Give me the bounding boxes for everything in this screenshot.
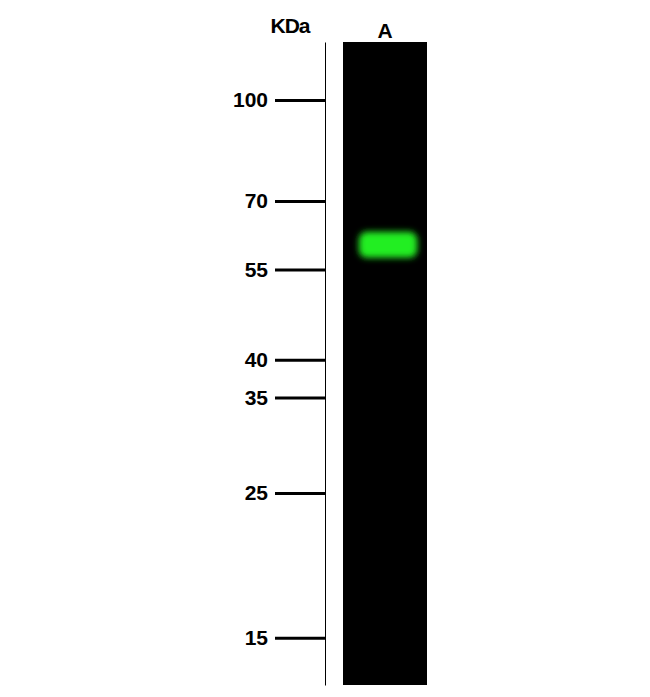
tick-mark (275, 268, 325, 271)
tick-mark (275, 637, 325, 640)
tick: 25 (245, 481, 325, 504)
tick: 15 (245, 626, 325, 649)
axis-title: KDa (270, 14, 310, 37)
tick: 40 (245, 348, 325, 371)
tick-label: 35 (245, 386, 269, 409)
tick: 55 (245, 258, 325, 281)
bands (359, 232, 417, 258)
blot-figure: 15 25 35 40 55 70 100 KDa A (0, 0, 650, 697)
tick-mark (275, 99, 325, 102)
band (359, 232, 417, 258)
lane-label: A (377, 19, 392, 42)
tick-mark (275, 397, 325, 400)
tick: 70 (245, 189, 325, 212)
tick-mark (275, 359, 325, 362)
tick-label: 25 (245, 481, 269, 504)
tick-mark (275, 492, 325, 495)
y-axis: 15 25 35 40 55 70 100 (233, 43, 326, 686)
axis-line (325, 43, 326, 686)
lane-background (343, 42, 427, 685)
tick: 35 (245, 386, 325, 409)
tick-label: 55 (245, 258, 269, 281)
tick-mark (275, 200, 325, 203)
tick: 100 (233, 88, 325, 111)
tick-label: 40 (245, 348, 268, 371)
tick-label: 15 (245, 626, 269, 649)
tick-label: 100 (233, 88, 268, 111)
tick-label: 70 (245, 189, 268, 212)
